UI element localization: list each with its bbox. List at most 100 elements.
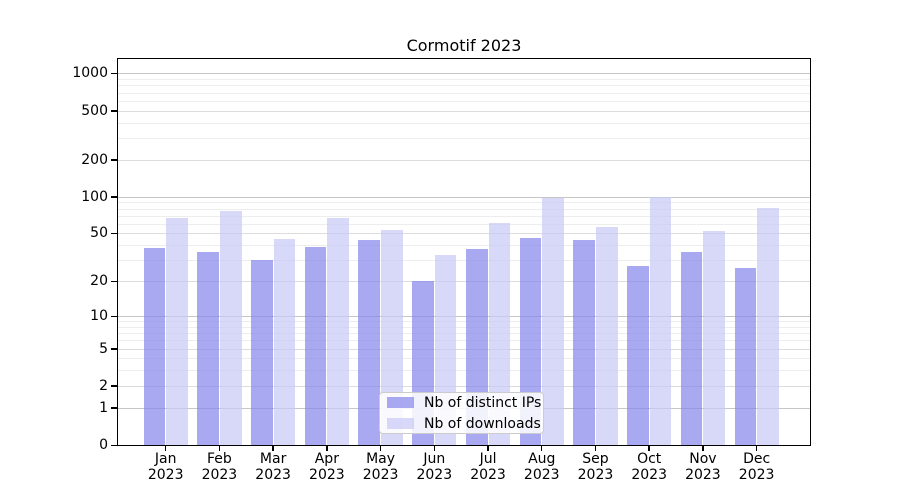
y-tick-label-0: 0 (99, 437, 108, 453)
x-tick-label-aug: Aug 2023 (523, 451, 560, 483)
bar-may-distinct-ips (358, 240, 381, 445)
y-tick-label-20: 20 (90, 273, 108, 290)
legend-swatch-distinct-ips (387, 397, 414, 408)
x-tick-mar (272, 445, 274, 451)
gridline-500 (118, 110, 810, 112)
y-tick-label-1: 1 (99, 399, 108, 416)
x-tick-label-mar: Mar 2023 (255, 451, 291, 483)
y-tick-1000 (111, 72, 118, 75)
y-tick-500 (111, 110, 118, 112)
y-tick-label-1000: 1000 (72, 65, 108, 82)
gridline-30 (118, 260, 810, 262)
bar-dec-distinct-ips (734, 267, 757, 445)
bar-jan-downloads (166, 218, 188, 445)
gridline-900 (118, 79, 810, 80)
y-tick-label-50: 50 (90, 225, 108, 242)
gridline-7 (118, 333, 810, 335)
y-tick-label-200: 200 (81, 151, 108, 168)
x-tick-feb (218, 445, 221, 451)
bar-sep-downloads (595, 226, 618, 445)
bar-jul-downloads (488, 222, 511, 445)
x-tick-label-jul: Jul 2023 (470, 451, 506, 483)
gridline-200 (118, 159, 810, 161)
gridline-100 (118, 196, 810, 198)
bar-jan-distinct-ips (143, 247, 166, 445)
bar-oct-downloads (649, 196, 672, 445)
x-tick-label-sep: Sep 2023 (577, 451, 614, 483)
y-tick-0 (111, 444, 118, 446)
x-tick-jun (433, 445, 436, 451)
gridline-70 (118, 215, 810, 217)
bar-feb-downloads (219, 211, 242, 445)
legend: Nb of distinct IPs Nb of downloads (379, 392, 544, 434)
gridline-3 (118, 370, 810, 372)
x-tick-sep (594, 445, 597, 451)
gridline-9 (118, 321, 810, 323)
y-tick-50 (111, 232, 118, 235)
gridline-800 (118, 85, 810, 87)
x-tick-label-nov: Nov 2023 (685, 451, 721, 483)
gridline-10 (118, 316, 810, 317)
x-tick-label-jan: Jan 2023 (147, 451, 184, 483)
legend-label-distinct-ips: Nb of distinct IPs (424, 394, 542, 411)
x-tick-label-apr: Apr 2023 (309, 451, 345, 483)
gridline-4 (118, 358, 810, 360)
bar-apr-distinct-ips (304, 246, 327, 445)
y-tick-label-100: 100 (81, 188, 108, 205)
gridline-700 (118, 92, 810, 94)
y-tick-label-2: 2 (99, 377, 108, 394)
bar-dec-downloads (757, 207, 779, 445)
x-tick-jul (487, 445, 489, 451)
x-tick-label-feb: Feb 2023 (201, 451, 238, 483)
gridline-60 (118, 223, 810, 225)
chart-title: Cormotif 2023 (406, 36, 522, 55)
bar-may-downloads (381, 230, 403, 445)
x-tick-aug (540, 445, 543, 451)
bar-feb-distinct-ips (197, 252, 219, 445)
x-tick-oct (648, 445, 650, 451)
y-tick-100 (111, 196, 118, 198)
x-tick-apr (326, 445, 328, 451)
x-tick-label-may: May 2023 (362, 451, 399, 483)
gridline-6 (118, 340, 810, 342)
x-tick-label-jun: Jun 2023 (416, 451, 453, 483)
y-tick-label-500: 500 (81, 102, 108, 119)
y-tick-2 (111, 385, 118, 387)
legend-label-downloads: Nb of downloads (424, 415, 541, 432)
bar-sep-distinct-ips (573, 240, 595, 445)
x-tick-may (379, 445, 382, 451)
y-tick-200 (111, 159, 118, 161)
legend-item-distinct-ips: Nb of distinct IPs (387, 394, 543, 412)
x-tick-nov (702, 445, 704, 451)
y-tick-label-5: 5 (99, 340, 108, 357)
bar-nov-downloads (703, 231, 725, 445)
y-tick-10 (111, 315, 118, 317)
gridline-20 (118, 281, 810, 283)
x-tick-label-dec: Dec 2023 (738, 451, 775, 483)
legend-swatch-downloads (387, 418, 414, 429)
gridline-400 (118, 122, 810, 124)
gridline-5 (118, 348, 810, 350)
gridline-40 (118, 245, 810, 247)
gridline-80 (118, 208, 810, 210)
bar-apr-downloads (327, 218, 349, 445)
y-tick-20 (111, 280, 118, 283)
x-tick-dec (755, 445, 758, 451)
gridline-50 (118, 233, 810, 235)
y-tick-label-10: 10 (90, 308, 108, 324)
bar-mar-distinct-ips (251, 260, 273, 445)
bar-oct-distinct-ips (627, 265, 649, 445)
bar-nov-distinct-ips (680, 252, 703, 445)
x-tick-jan (164, 445, 167, 451)
legend-item-downloads: Nb of downloads (387, 415, 543, 433)
bar-mar-downloads (273, 239, 296, 445)
y-tick-5 (111, 348, 118, 350)
x-tick-label-oct: Oct 2023 (631, 451, 667, 483)
gridline-600 (118, 100, 810, 102)
bar-aug-downloads (542, 198, 564, 445)
gridline-90 (118, 202, 810, 204)
gridline-1000 (118, 73, 810, 75)
